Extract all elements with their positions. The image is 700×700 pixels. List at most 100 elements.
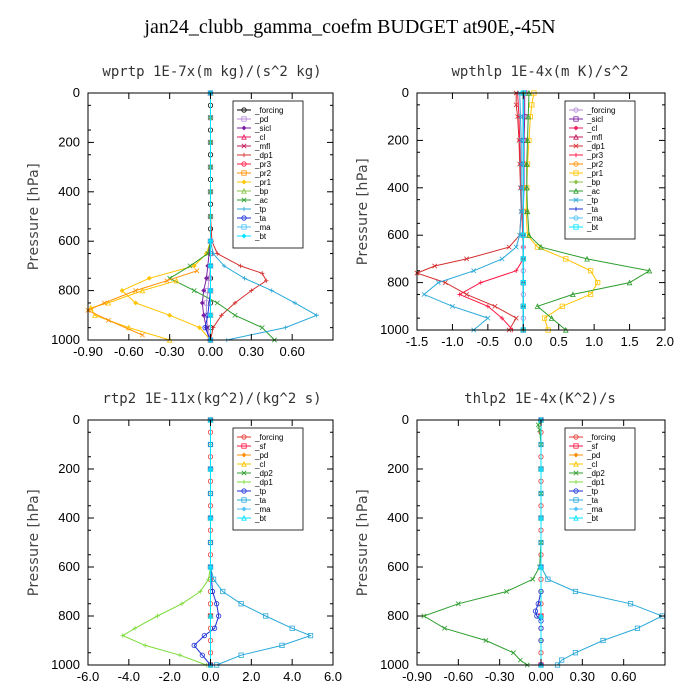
data-point bbox=[524, 208, 531, 215]
series-tp bbox=[532, 417, 544, 668]
legend-label: _forcing bbox=[254, 433, 283, 442]
data-point bbox=[457, 292, 462, 297]
page-title: jan24_clubb_gamma_coefm BUDGET at90E,-45… bbox=[144, 16, 556, 38]
y-tick-label: 1000 bbox=[51, 657, 80, 672]
legend-entry: _cl bbox=[569, 460, 597, 469]
legend-marker bbox=[241, 170, 247, 176]
data-point bbox=[120, 633, 125, 638]
legend-entry: _pr2 bbox=[237, 169, 272, 178]
data-point bbox=[532, 608, 539, 614]
data-point bbox=[464, 291, 470, 297]
data-point bbox=[646, 267, 653, 274]
data-point bbox=[260, 271, 265, 276]
legend-marker bbox=[241, 497, 247, 503]
data-point bbox=[155, 613, 160, 619]
panel-4: thlp2 1E-4x(K^2)/s 0 200 400 600 800 1000-0.90… bbox=[355, 391, 666, 684]
legend-label: _bp bbox=[586, 178, 601, 187]
y-axis-label: Pressure [hPa] bbox=[26, 489, 42, 596]
data-point bbox=[125, 324, 132, 331]
data-point bbox=[207, 612, 214, 619]
data-point bbox=[232, 300, 238, 306]
data-point bbox=[264, 278, 269, 283]
data-point bbox=[538, 514, 544, 521]
legend-entry: _tp bbox=[237, 205, 267, 214]
legend-label: _sf bbox=[586, 442, 598, 451]
legend-label: _ta bbox=[586, 496, 599, 505]
data-point bbox=[238, 601, 244, 607]
x-tick-label: 1.0 bbox=[585, 334, 603, 349]
legend-label: _dp1 bbox=[586, 142, 605, 151]
data-point bbox=[483, 638, 489, 643]
legend-entry: _ta bbox=[569, 496, 599, 505]
legend: _forcing_sicl_cl_mfl_dp1_pr3_pr2_pr1_bp_… bbox=[564, 100, 636, 240]
legend-entry: _bt bbox=[237, 514, 267, 523]
legend-marker bbox=[241, 197, 247, 203]
x-tick-label: 0.60 bbox=[280, 344, 305, 359]
data-point bbox=[164, 278, 170, 284]
x-tick-label: -0.5 bbox=[477, 334, 499, 349]
data-point bbox=[499, 315, 505, 321]
legend-label: _ta bbox=[254, 496, 267, 505]
legend-label: _bt bbox=[586, 514, 599, 523]
data-point bbox=[211, 325, 216, 330]
legend-entry: _pr1 bbox=[237, 178, 272, 187]
plot-frame bbox=[416, 92, 666, 331]
data-point bbox=[530, 576, 536, 582]
data-point bbox=[563, 256, 569, 262]
legend-entry: _ta bbox=[569, 205, 599, 214]
legend-marker bbox=[573, 206, 579, 212]
data-point bbox=[534, 303, 541, 309]
y-tick-label: 200 bbox=[387, 461, 409, 476]
data-point bbox=[215, 251, 220, 256]
data-point bbox=[314, 313, 319, 318]
y-tick-label: 400 bbox=[58, 184, 80, 199]
data-point bbox=[421, 291, 427, 297]
y-tick-label: 1000 bbox=[380, 322, 409, 337]
data-point bbox=[559, 657, 565, 663]
legend-entry: _ac bbox=[569, 187, 600, 196]
legend-marker bbox=[573, 152, 579, 158]
legend-marker bbox=[573, 479, 579, 485]
data-point bbox=[210, 576, 217, 582]
legend-entry: _sf bbox=[237, 442, 266, 451]
legend-entry: _ma bbox=[237, 223, 271, 232]
x-tick-label: 2.0 bbox=[656, 334, 674, 349]
data-point bbox=[214, 300, 220, 306]
legend-box bbox=[564, 427, 636, 531]
data-point bbox=[523, 184, 530, 191]
data-point bbox=[289, 625, 295, 631]
data-point bbox=[205, 251, 211, 257]
legend-entry: _mfl bbox=[569, 133, 602, 142]
legend-entry: _pr2 bbox=[569, 160, 604, 169]
data-point bbox=[207, 238, 214, 244]
y-tick-label: 1000 bbox=[51, 332, 80, 347]
legend-label: _pd bbox=[586, 451, 600, 460]
data-point bbox=[518, 209, 524, 214]
series-dp1 bbox=[414, 90, 524, 333]
legend-entry: _dp1 bbox=[569, 142, 605, 151]
x-tick-label: 6.0 bbox=[324, 669, 342, 684]
legend-entry: _tp bbox=[569, 487, 599, 496]
series-pr2_left bbox=[85, 268, 200, 338]
legend-entry: _bt bbox=[569, 223, 599, 232]
legend-box bbox=[232, 427, 304, 531]
legend-entry: _tp bbox=[569, 196, 599, 205]
legend-entry: _bp bbox=[569, 178, 601, 187]
data-point bbox=[206, 577, 211, 582]
legend-marker bbox=[573, 125, 579, 131]
legend-label: _bp bbox=[254, 187, 269, 196]
data-point bbox=[538, 243, 544, 250]
y-tick-label: 600 bbox=[387, 227, 409, 242]
legend-entry: _pd bbox=[569, 451, 600, 460]
legend-marker bbox=[241, 161, 247, 167]
legend-entry: _ma bbox=[569, 214, 603, 223]
data-point bbox=[504, 589, 510, 594]
data-point bbox=[211, 625, 218, 631]
data-point bbox=[201, 632, 207, 639]
y-tick-label: 600 bbox=[58, 559, 80, 574]
legend-label: _ma bbox=[586, 505, 603, 514]
data-point bbox=[535, 422, 541, 428]
x-tick-label: -0.30 bbox=[485, 669, 515, 684]
data-point bbox=[214, 601, 220, 607]
